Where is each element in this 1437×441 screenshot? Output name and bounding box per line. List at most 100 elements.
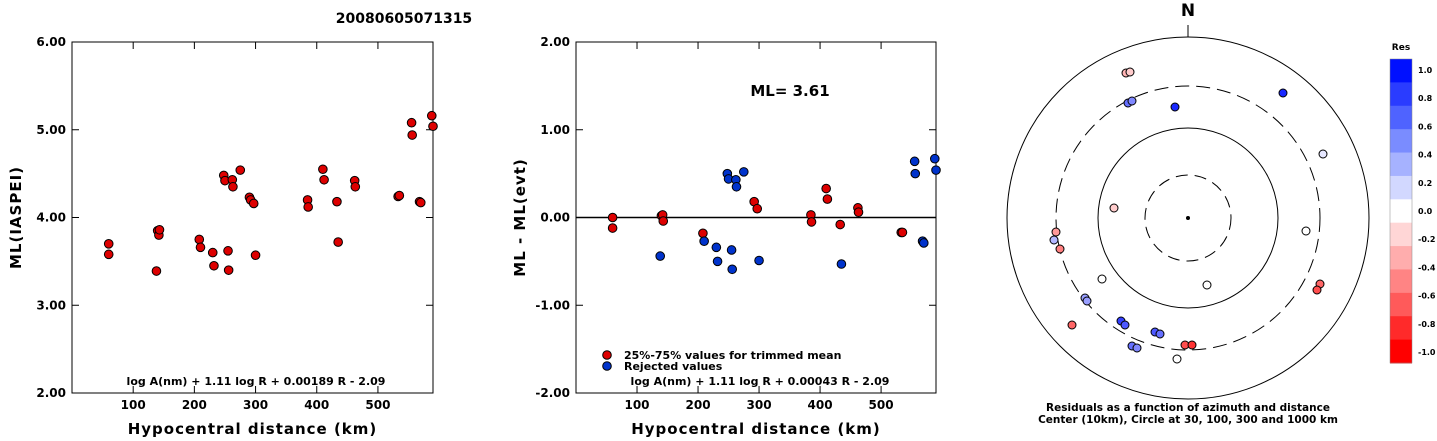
y-tick-label: 2.00	[36, 386, 66, 400]
y-axis-label: ML(IASPEI)	[7, 166, 25, 269]
colorbar-tick-label: -0.6	[1418, 292, 1436, 301]
data-point	[836, 259, 847, 269]
colorbar-tick-label: 0.6	[1418, 122, 1433, 131]
data-point	[655, 251, 666, 261]
y-tick-label: -1.00	[535, 298, 570, 312]
data-point	[897, 227, 908, 238]
x-tick-label: 200	[182, 398, 207, 412]
data-point	[319, 174, 329, 185]
station-residual-marker	[1051, 227, 1061, 237]
data-point	[607, 212, 618, 223]
station-residual-marker	[1082, 296, 1092, 306]
colorbar-swatch	[1390, 59, 1412, 83]
station-residual-marker	[1301, 226, 1311, 236]
data-point	[194, 234, 205, 245]
station-residual-marker	[1187, 340, 1197, 350]
data-point	[727, 264, 738, 275]
station-residual-marker	[1312, 285, 1322, 295]
range-circle-30km	[1144, 174, 1232, 262]
data-point	[223, 246, 233, 256]
data-point	[931, 165, 941, 175]
y-tick-label: 1.00	[540, 123, 570, 137]
data-point	[754, 255, 764, 266]
colorbar-swatch	[1390, 199, 1412, 224]
colorbar-swatch	[1390, 105, 1412, 130]
station-residual-marker	[1055, 244, 1065, 254]
data-point	[250, 250, 261, 261]
y-tick-label: 6.00	[36, 35, 66, 49]
station-residual-marker	[1125, 67, 1135, 77]
colorbar-swatch	[1390, 339, 1412, 364]
panel-azimuth-residuals: N Residuals as a function of azimuth and …	[1006, 1, 1436, 426]
data-point	[607, 223, 618, 233]
y-tick-label: 2.00	[540, 35, 570, 49]
colorbar-tick-label: 0.8	[1418, 94, 1433, 103]
data-point	[658, 216, 669, 226]
station-residual-marker	[1318, 149, 1328, 159]
data-point	[151, 266, 162, 276]
data-point	[407, 130, 417, 140]
colorbar-swatch	[1390, 175, 1412, 200]
data-point	[853, 207, 864, 218]
x-tick-label: 100	[624, 398, 649, 412]
colorbar-swatch	[1390, 82, 1412, 107]
formula-label: log A(nm) + 1.11 log R + 0.00189 R - 2.0…	[127, 375, 386, 388]
colorbar-swatch	[1390, 269, 1412, 294]
data-point	[394, 190, 405, 201]
station-residual-marker	[1097, 274, 1107, 284]
data-point	[806, 217, 817, 227]
data-point	[235, 165, 246, 175]
colorbar-tick-label: 1.0	[1418, 66, 1433, 75]
range-circle-300km	[1055, 85, 1321, 351]
station-residual-marker	[1049, 235, 1059, 245]
data-point	[248, 198, 259, 209]
colorbar-swatch	[1390, 152, 1412, 177]
data-point	[428, 121, 438, 132]
data-point	[103, 239, 114, 249]
ml-annotation: ML= 3.61	[750, 82, 829, 100]
caption-line-2: Center (10km), Circle at 30, 100, 300 an…	[1038, 414, 1338, 426]
station-residual-marker	[1170, 102, 1180, 112]
colorbar-tick-label: 0.2	[1418, 179, 1432, 188]
x-axis-label: Hypocentral distance (km)	[128, 420, 378, 438]
data-point	[415, 197, 426, 208]
data-point	[318, 164, 328, 175]
data-point	[699, 236, 709, 246]
legend-label: Rejected values	[624, 360, 723, 373]
colorbar-tick-label: -0.2	[1418, 235, 1436, 244]
x-tick-label: 200	[686, 398, 711, 412]
data-point	[918, 238, 929, 248]
data-point	[731, 181, 742, 192]
data-point	[209, 260, 219, 271]
colorbar-frame	[1389, 58, 1413, 364]
range-circle-100km	[1097, 127, 1279, 309]
y-tick-label: 0.00	[540, 211, 570, 225]
data-point	[835, 219, 846, 230]
colorbar-tick-label: -0.8	[1418, 320, 1436, 329]
chart-title: 20080605071315	[336, 11, 472, 27]
data-point	[406, 117, 417, 128]
station-residual-marker	[1132, 343, 1142, 353]
station-residual-marker	[1067, 320, 1077, 330]
station-residual-marker	[1202, 280, 1212, 290]
north-label: N	[1181, 1, 1195, 21]
data-point	[332, 196, 342, 207]
data-point	[223, 265, 234, 275]
colorbar-swatch	[1390, 246, 1412, 270]
x-tick-label: 500	[869, 398, 894, 412]
data-point	[207, 247, 218, 258]
data-point	[228, 181, 238, 192]
x-tick-label: 300	[243, 398, 268, 412]
data-point	[711, 242, 722, 253]
legend-label: 25%-75% values for trimmed mean	[624, 349, 841, 362]
epicenter-dot	[1186, 216, 1190, 220]
data-point	[821, 183, 831, 194]
colorbar-tick-label: 0.0	[1418, 207, 1433, 216]
station-residual-marker	[1155, 329, 1165, 339]
x-tick-label: 400	[808, 398, 833, 412]
data-point	[929, 153, 940, 164]
y-tick-label: 4.00	[36, 211, 66, 225]
x-tick-label: 500	[365, 398, 390, 412]
colorbar-swatch	[1390, 222, 1412, 247]
